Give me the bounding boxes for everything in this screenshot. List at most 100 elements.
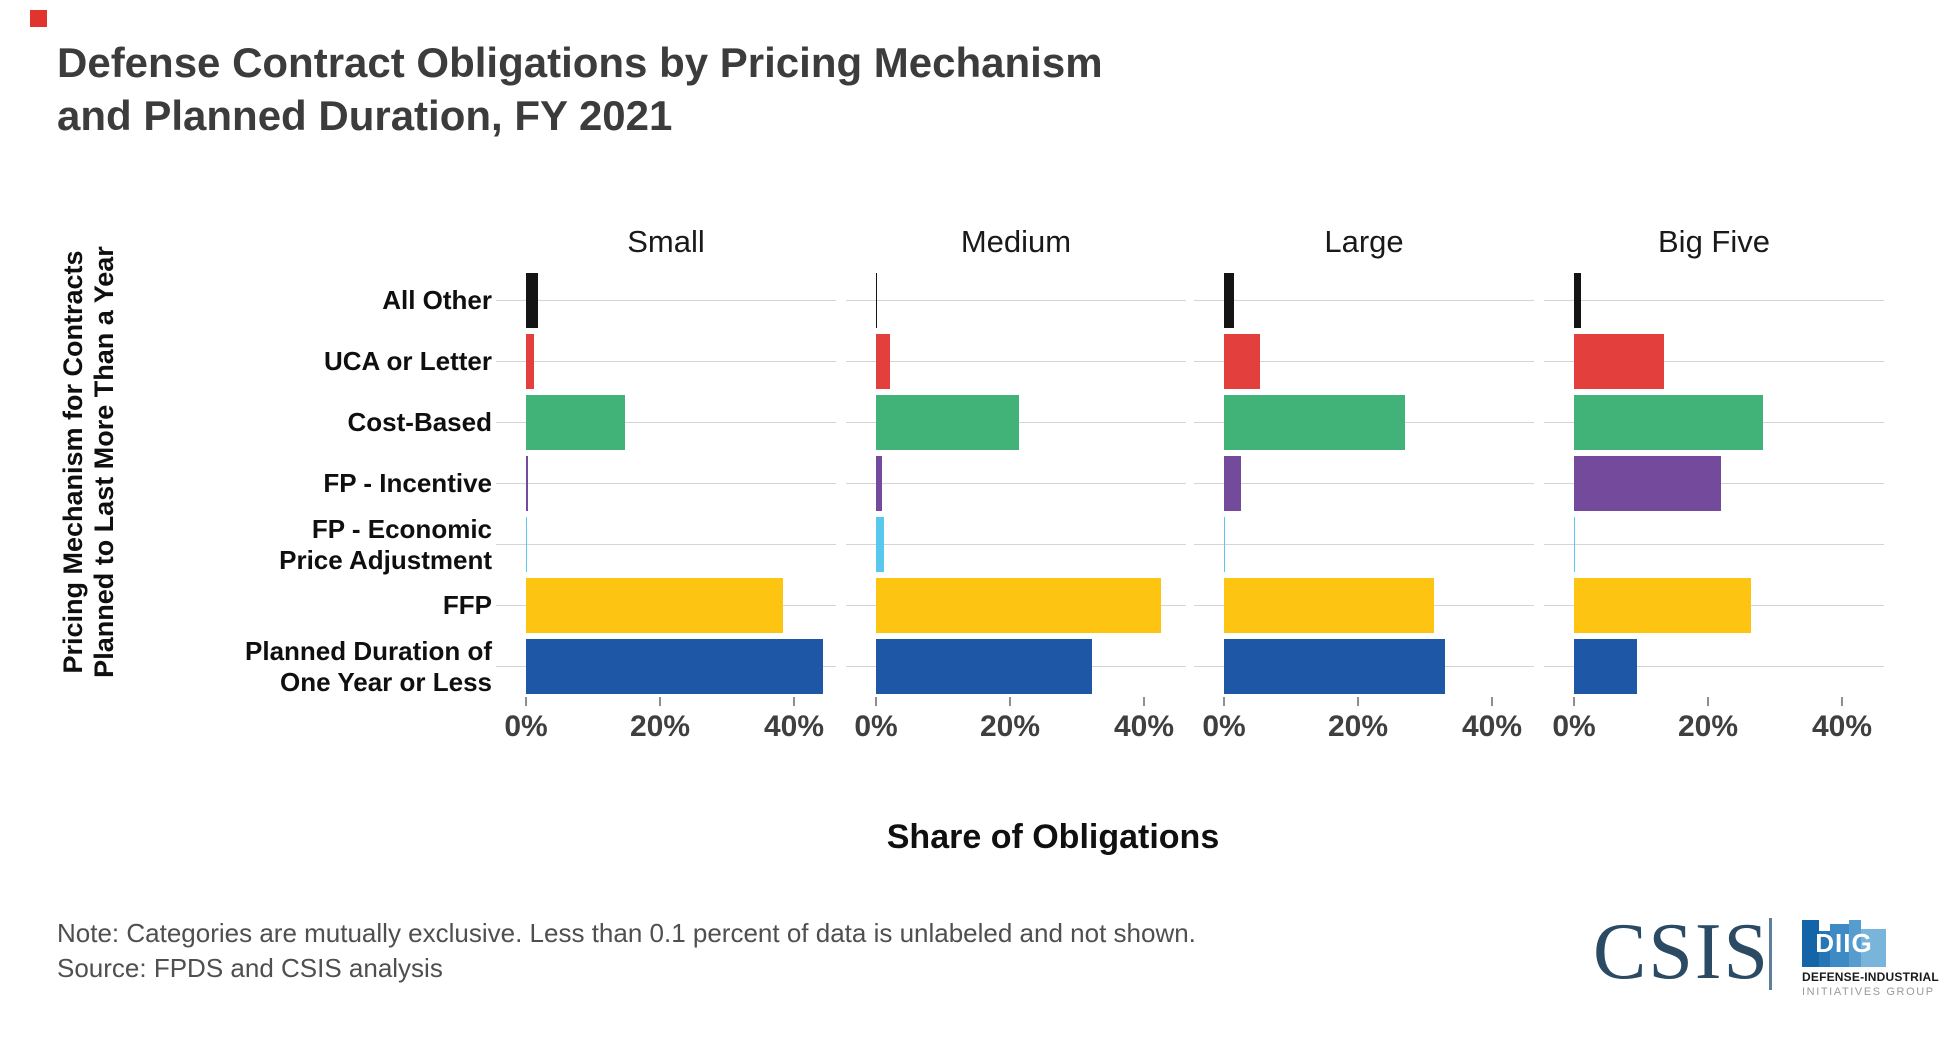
bar-planned-duration-of-one-year-or-less xyxy=(526,639,823,694)
logo-divider xyxy=(1769,918,1772,990)
bar-planned-duration-of-one-year-or-less xyxy=(876,639,1092,694)
gridline xyxy=(846,361,1186,362)
gridline xyxy=(1194,361,1534,362)
axis-tick-label: 0% xyxy=(1552,710,1596,743)
axis-tick xyxy=(1707,697,1709,706)
axis-tick-label: 20% xyxy=(979,710,1041,743)
gridline xyxy=(1544,300,1884,301)
category-label-line: One Year or Less xyxy=(280,666,492,697)
axis-tick-label: 0% xyxy=(854,710,898,743)
facet-header-large: Large xyxy=(1324,224,1404,259)
diig-skyline-segment xyxy=(1849,920,1861,967)
diig-wordmark-line1: DEFENSE-INDUSTRIAL xyxy=(1802,970,1939,984)
facet-plot xyxy=(1544,270,1884,697)
diig-acronym: DIIG xyxy=(1815,928,1873,958)
category-label-all-other: All Other xyxy=(0,270,492,331)
category-label-ffp: FFP xyxy=(0,575,492,636)
bar-ffp xyxy=(876,578,1161,633)
axis-tick xyxy=(525,697,527,706)
category-label-line: Price Adjustment xyxy=(279,544,492,575)
category-label-line: FP - Economic xyxy=(311,513,492,544)
bar-planned-duration-of-one-year-or-less xyxy=(1574,639,1637,694)
chart-title-line2: and Planned Duration, FY 2021 xyxy=(57,92,673,139)
diig-skyline-segment xyxy=(1861,929,1886,967)
bar-cost-based xyxy=(1224,395,1405,450)
bar-all-other xyxy=(876,273,878,328)
bar-ffp xyxy=(1574,578,1751,633)
category-label-line: UCA or Letter xyxy=(323,346,492,376)
axis-tick xyxy=(875,697,877,706)
gridline xyxy=(1544,361,1884,362)
bar-fp-economic-price-adjustment xyxy=(1224,517,1226,572)
axis-tick xyxy=(793,697,795,706)
chart-title: Defense Contract Obligations by Pricing … xyxy=(57,36,1103,142)
bar-ffp xyxy=(526,578,783,633)
facet-header-small: Small xyxy=(627,224,705,259)
facet-header-big-five: Big Five xyxy=(1658,224,1770,259)
axis-tick xyxy=(1491,697,1493,706)
axis-tick-label: 20% xyxy=(629,710,691,743)
category-label-cost-based: Cost-Based xyxy=(0,392,492,453)
gridline xyxy=(846,544,1186,545)
bar-uca-or-letter xyxy=(876,334,891,389)
bar-fp-economic-price-adjustment xyxy=(526,517,528,572)
bar-cost-based xyxy=(526,395,626,450)
bar-cost-based xyxy=(876,395,1020,450)
bar-fp-incentive xyxy=(1574,456,1722,511)
axis-tick-label: 20% xyxy=(1327,710,1389,743)
source-text: Source: FPDS and CSIS analysis xyxy=(57,953,443,983)
axis-tick-label: 0% xyxy=(1202,710,1246,743)
axis-tick-label: 40% xyxy=(1461,710,1523,743)
bar-all-other xyxy=(526,273,539,328)
note-text: Note: Categories are mutually exclusive.… xyxy=(57,918,1196,948)
category-label-line: Planned Duration of xyxy=(245,635,492,666)
gridline xyxy=(1194,544,1534,545)
gridline xyxy=(496,361,836,362)
category-label-line: Cost-Based xyxy=(347,407,492,437)
bar-uca-or-letter xyxy=(1224,334,1260,389)
bar-fp-incentive xyxy=(876,456,883,511)
gridline xyxy=(496,544,836,545)
category-label-line: FP - Incentive xyxy=(323,468,492,498)
axis-tick xyxy=(1841,697,1843,706)
axis-tick xyxy=(1357,697,1359,706)
csis-red-square-mark xyxy=(30,10,47,27)
category-label-uca-or-letter: UCA or Letter xyxy=(0,331,492,392)
gridline xyxy=(1544,666,1884,667)
chart-title-line1: Defense Contract Obligations by Pricing … xyxy=(57,39,1103,86)
gridline xyxy=(496,483,836,484)
gridline xyxy=(496,300,836,301)
bar-cost-based xyxy=(1574,395,1763,450)
axis-tick xyxy=(1009,697,1011,706)
axis-tick-label: 40% xyxy=(763,710,825,743)
gridline xyxy=(1194,300,1534,301)
gridline xyxy=(846,483,1186,484)
bar-fp-economic-price-adjustment xyxy=(876,517,885,572)
bar-fp-economic-price-adjustment xyxy=(1574,517,1576,572)
category-label-line: FFP xyxy=(442,590,492,620)
diig-logo: DIIG xyxy=(1802,920,1886,967)
bar-all-other xyxy=(1224,273,1235,328)
bar-fp-incentive xyxy=(1224,456,1242,511)
facet-plot xyxy=(846,270,1186,697)
axis-tick xyxy=(1223,697,1225,706)
bar-all-other xyxy=(1574,273,1581,328)
axis-tick-label: 40% xyxy=(1113,710,1175,743)
bar-uca-or-letter xyxy=(526,334,535,389)
diig-skyline-segment xyxy=(1830,924,1849,967)
diig-wordmark-line2: INITIATIVES GROUP xyxy=(1802,986,1935,998)
axis-tick xyxy=(1143,697,1145,706)
csis-logo: CSIS xyxy=(1593,908,1770,996)
axis-tick xyxy=(1573,697,1575,706)
axis-tick-label: 20% xyxy=(1677,710,1739,743)
category-label-fp-incentive: FP - Incentive xyxy=(0,453,492,514)
diig-skyline-segment xyxy=(1819,931,1830,967)
gridline xyxy=(1194,483,1534,484)
bar-ffp xyxy=(1224,578,1434,633)
category-label-line: All Other xyxy=(382,285,492,315)
axis-tick-label: 40% xyxy=(1811,710,1873,743)
facet-plot xyxy=(496,270,836,697)
facet-plot xyxy=(1194,270,1534,697)
axis-tick xyxy=(659,697,661,706)
